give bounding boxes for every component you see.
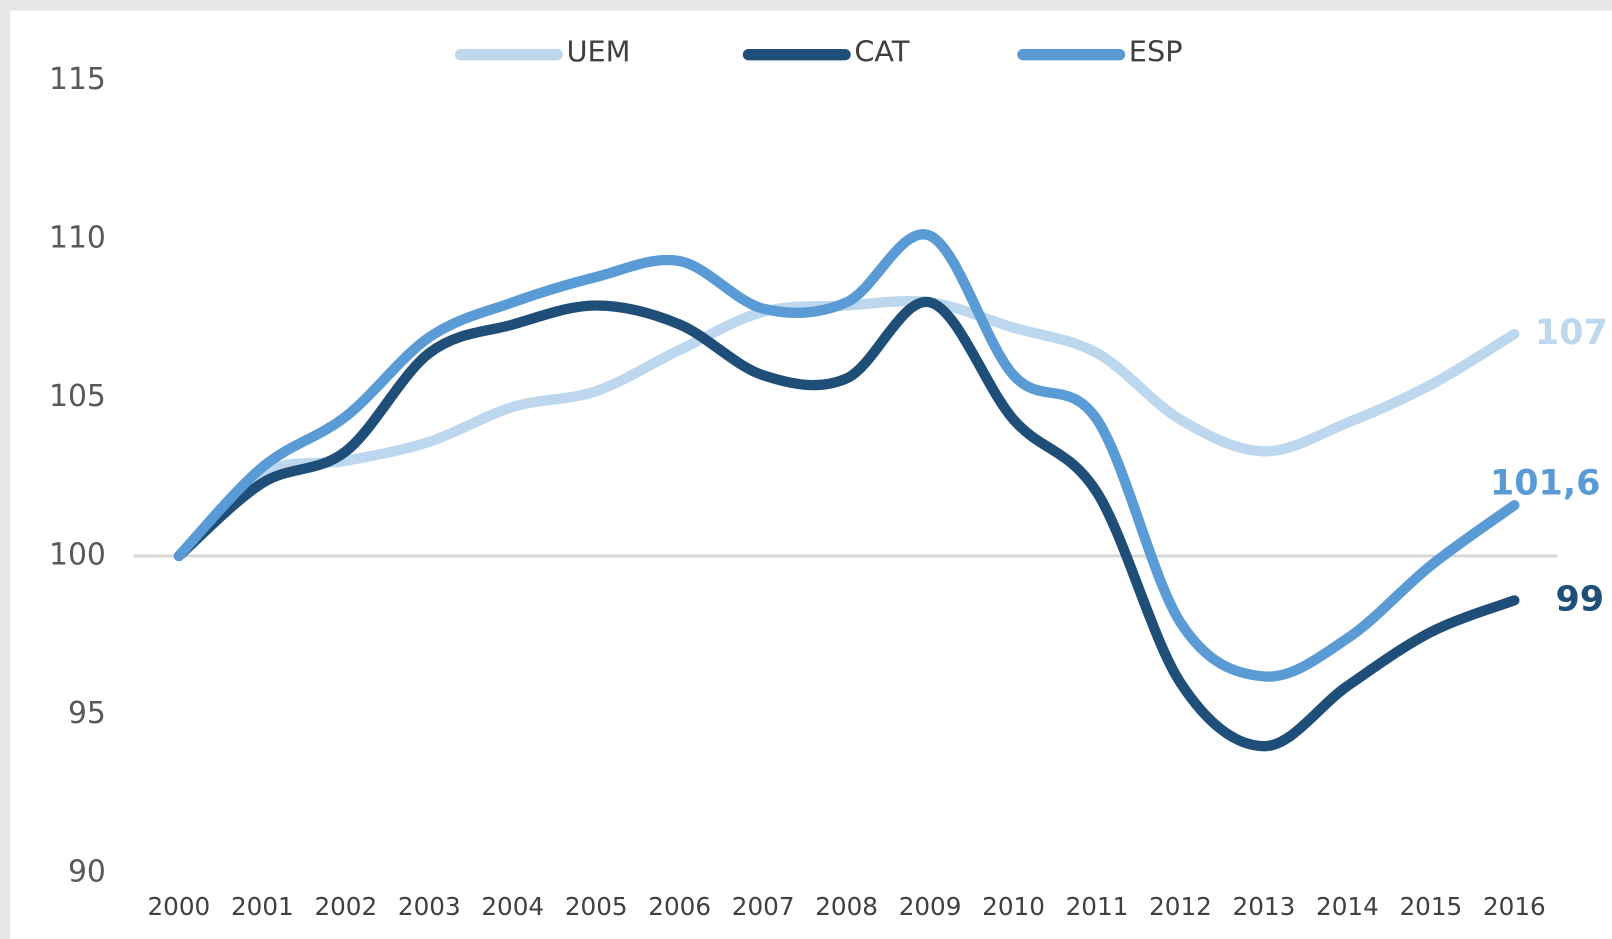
x-tick-label: 2005 [565, 892, 628, 921]
x-tick-label: 2010 [982, 892, 1045, 921]
x-tick-label: 2015 [1399, 892, 1462, 921]
y-tick-label: 90 [68, 855, 106, 890]
data-label: 101,6 [1490, 464, 1601, 504]
legend-label: ESP [1129, 35, 1183, 69]
x-tick-label: 2016 [1483, 892, 1546, 921]
y-tick-label: 115 [49, 62, 106, 97]
y-tick-label: 95 [68, 696, 106, 731]
legend-label: UEM [566, 35, 630, 69]
x-tick-label: 2006 [648, 892, 711, 921]
series-line [173, 296, 1520, 752]
x-tick-label: 2008 [815, 892, 878, 921]
y-tick-label: 105 [49, 379, 106, 414]
x-tick-label: 2011 [1066, 892, 1129, 921]
data-label: 107 [1535, 313, 1608, 353]
x-tick-label: 2012 [1149, 892, 1212, 921]
x-tick-label: 2009 [899, 892, 962, 921]
x-tick-label: 2013 [1233, 892, 1296, 921]
x-tick-label: 2002 [314, 892, 377, 921]
y-tick-label: 100 [49, 537, 106, 572]
x-tick-label: 2004 [481, 892, 544, 921]
legend-label: CAT [854, 35, 910, 69]
x-tick-label: 2007 [732, 892, 795, 921]
x-tick-label: 2000 [148, 892, 211, 921]
data-label: 99 [1555, 579, 1604, 619]
x-tick-label: 2003 [398, 892, 461, 921]
series-line [173, 229, 1520, 682]
x-tick-label: 2001 [231, 892, 294, 921]
y-tick-label: 110 [49, 220, 106, 255]
x-tick-label: 2014 [1316, 892, 1379, 921]
